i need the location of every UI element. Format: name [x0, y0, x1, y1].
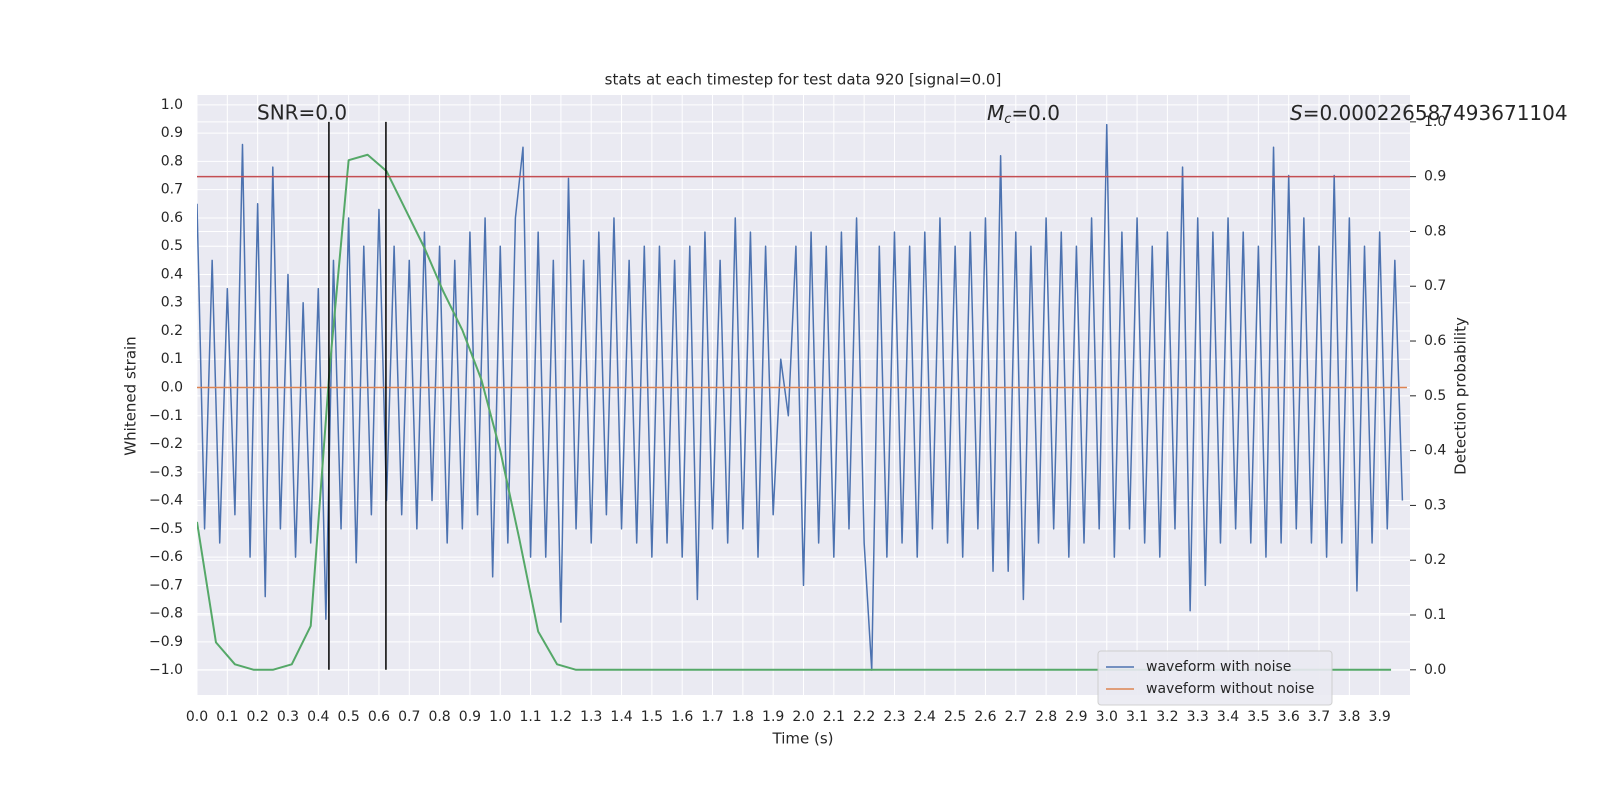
x-tick-label: 1.2 [550, 709, 572, 725]
x-tick-label: 0.3 [277, 709, 299, 725]
x-tick-label: 2.7 [1005, 709, 1027, 725]
x-tick-label: 2.0 [792, 709, 814, 725]
x-tick-label: 0.2 [247, 709, 269, 725]
x-tick-label: 3.5 [1247, 709, 1269, 725]
x-tick-label: 1.5 [641, 709, 663, 725]
y2-tick-label: 0.7 [1424, 278, 1446, 294]
y-tick-label: −0.2 [149, 436, 183, 452]
x-tick-label: 0.6 [368, 709, 390, 725]
y-tick-label: 0.7 [161, 182, 183, 198]
x-tick-label: 2.6 [974, 709, 996, 725]
y2-tick-label: 0.9 [1424, 169, 1446, 185]
mc-value: =0.0 [1011, 101, 1060, 125]
y2-tick-label: 0.1 [1424, 607, 1446, 623]
x-tick-label: 0.8 [428, 709, 450, 725]
x-tick-label: 0.0 [186, 709, 208, 725]
x-tick-label: 0.4 [307, 709, 329, 725]
y-tick-label: 0.8 [161, 153, 183, 169]
snr-annotation: SNR=0.0 [257, 101, 347, 125]
legend-label: waveform without noise [1146, 681, 1314, 697]
x-tick-label: 3.6 [1278, 709, 1300, 725]
y-tick-label: −0.1 [149, 408, 183, 424]
y-tick-label: 0.1 [161, 351, 183, 367]
y-tick-label: 0.6 [161, 210, 183, 226]
y2-tick-label: 1.0 [1424, 114, 1446, 130]
x-tick-label: 3.2 [1156, 709, 1178, 725]
x-tick-label: 3.7 [1308, 709, 1330, 725]
x-tick-label: 2.9 [1065, 709, 1087, 725]
y2-tick-label: 0.3 [1424, 497, 1446, 513]
y2-tick-label: 0.2 [1424, 552, 1446, 568]
y-tick-label: −0.9 [149, 634, 183, 650]
x-axis-label: Time (s) [772, 730, 834, 748]
y2-axis-label: Detection probability [1452, 317, 1470, 475]
y-tick-label: −0.5 [149, 521, 183, 537]
x-tick-label: 1.7 [701, 709, 723, 725]
series-line [197, 123, 1404, 671]
x-tick-label: 1.8 [732, 709, 754, 725]
x-tick-label: 2.1 [823, 709, 845, 725]
mc-annotation: Mc=0.0 [987, 101, 1060, 127]
x-tick-label: 3.1 [1126, 709, 1148, 725]
x-tick-label: 1.0 [489, 709, 511, 725]
y-tick-label: −0.7 [149, 577, 183, 593]
x-tick-label: 3.4 [1217, 709, 1239, 725]
x-tick-label: 1.6 [671, 709, 693, 725]
y-tick-label: −0.4 [149, 493, 183, 509]
y2-tick-label: 0.4 [1424, 443, 1446, 459]
y-tick-label: 0.5 [161, 238, 183, 254]
x-tick-label: 3.8 [1338, 709, 1360, 725]
x-tick-label: 3.9 [1369, 709, 1391, 725]
grid [196, 95, 1410, 695]
chart-title: stats at each timestep for test data 920… [605, 71, 1002, 89]
legend-box [1097, 650, 1333, 706]
y2-tick-label: 0.5 [1424, 388, 1446, 404]
y-tick-label: −0.8 [149, 606, 183, 622]
y2-tick-label: 0.8 [1424, 223, 1446, 239]
y2-tick-label: 0.0 [1424, 662, 1446, 678]
y-tick-label: 0.2 [161, 323, 183, 339]
y-tick-label: −1.0 [149, 662, 183, 678]
y-tick-label: 0.0 [161, 380, 183, 396]
y-tick-label: 1.0 [161, 97, 183, 113]
legend-label: waveform with noise [1146, 659, 1291, 675]
x-tick-label: 3.3 [1187, 709, 1209, 725]
s-symbol: S [1290, 101, 1303, 125]
x-tick-label: 2.3 [883, 709, 905, 725]
y2-tick-label: 0.6 [1424, 333, 1446, 349]
x-tick-label: 0.7 [398, 709, 420, 725]
s-annotation: S=0.000226587493671104 [1290, 101, 1568, 125]
s-value: =0.000226587493671104 [1303, 101, 1568, 125]
y-tick-label: −0.6 [149, 549, 183, 565]
x-tick-label: 1.4 [610, 709, 632, 725]
y-tick-label: 0.4 [161, 266, 183, 282]
x-tick-label: 2.2 [853, 709, 875, 725]
legend: waveform with noise waveform without nois… [1097, 650, 1333, 706]
x-tick-label: 1.1 [519, 709, 541, 725]
y-tick-label: −0.3 [149, 464, 183, 480]
y-axis-label: Whitened strain [122, 336, 140, 455]
x-tick-label: 1.9 [762, 709, 784, 725]
x-tick-label: 2.4 [914, 709, 936, 725]
mc-subscript: c [1004, 112, 1011, 127]
x-tick-label: 3.0 [1096, 709, 1118, 725]
x-tick-label: 0.1 [216, 709, 238, 725]
x-tick-label: 2.5 [944, 709, 966, 725]
mc-symbol: M [987, 101, 1004, 125]
x-tick-label: 1.3 [580, 709, 602, 725]
y-tick-label: 0.3 [161, 295, 183, 311]
x-tick-label: 0.5 [337, 709, 359, 725]
x-tick-label: 2.8 [1035, 709, 1057, 725]
x-tick-label: 0.9 [459, 709, 481, 725]
y-tick-label: 0.9 [161, 125, 183, 141]
